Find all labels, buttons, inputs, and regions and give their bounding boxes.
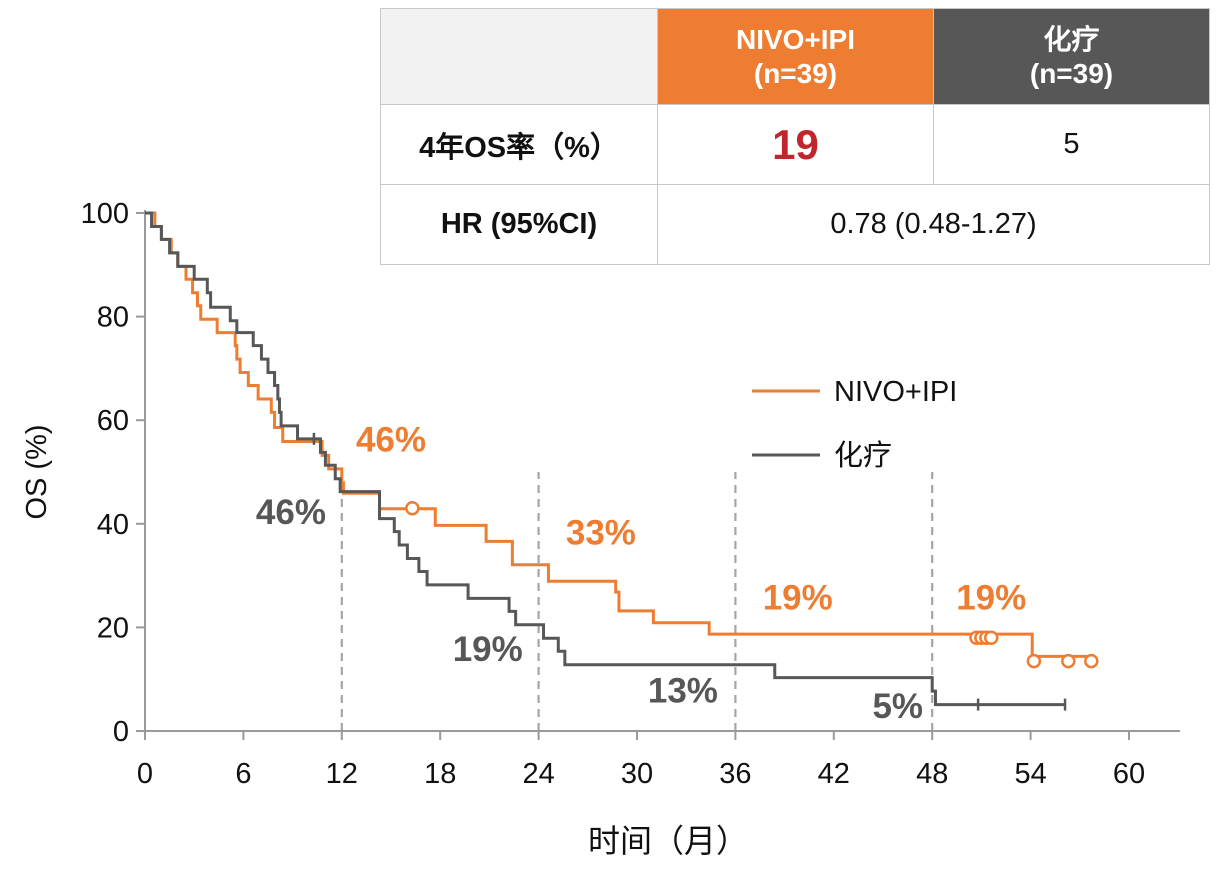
x-tick-label: 30 [621,758,653,790]
annotation-label: 19% [956,578,1026,617]
censor-mark-nivo [1026,653,1042,669]
censor-mark-nivo [1084,653,1099,669]
legend-label-chemo: 化疗 [834,439,892,472]
y-tick-label: 80 [97,302,129,334]
x-tick-label: 60 [1113,758,1145,790]
curve-nivo-ipi [145,211,1095,658]
header-chemo: 化疗 (n=39) [933,8,1210,105]
annotation-label: 19% [453,630,523,669]
legend-label-nivo: NIVO+IPI [834,376,957,408]
x-tick-label: 18 [424,758,456,790]
y-tick-label: 100 [81,198,129,230]
header-chemo-n: (n=39) [1029,57,1114,89]
row-hr-value: 0.78 (0.48-1.27) [657,184,1210,265]
row-os-rate-chemo: 5 [933,104,1210,185]
censor-mark-nivo [405,501,420,516]
annotation-label: 19% [763,578,833,617]
legend: NIVO+IPI 化疗 [752,376,957,472]
x-tick-label: 6 [235,758,251,790]
x-axis-title: 时间（月） [588,823,748,859]
annotation-label: 46% [256,493,326,532]
y-tick-label: 20 [97,612,129,644]
x-tick-label: 54 [1014,758,1046,790]
x-tick-label: 0 [137,758,153,790]
header-nivo: NIVO+IPI (n=39) [657,8,934,105]
y-tick-label: 0 [113,716,129,748]
x-tick-label: 48 [916,758,948,790]
censor-mark-nivo [1061,653,1076,669]
header-nivo-name: NIVO+IPI [735,23,856,55]
table-corner [380,8,658,105]
annotation-label: 13% [648,672,718,711]
x-tick-label: 42 [818,758,850,790]
censor-mark-nivo [983,630,999,646]
header-chemo-name: 化疗 [1043,23,1100,55]
y-tick-label: 40 [97,509,129,541]
y-axis-title: OS (%) [21,424,53,519]
row-os-rate-label: 4年OS率（%） [380,104,658,185]
row-hr-label: HR (95%CI) [380,184,658,265]
header-nivo-n: (n=39) [753,57,838,89]
x-tick-label: 24 [522,758,554,790]
summary-table: NIVO+IPI (n=39) 化疗 (n=39) 4年OS率（%） 19 5 … [380,8,1210,265]
y-tick-label: 60 [97,405,129,437]
x-tick-label: 36 [719,758,751,790]
annotation-label: 33% [566,514,636,553]
annotation-label: 46% [356,420,426,459]
annotation-label: 5% [872,687,923,726]
row-os-rate-nivo: 19 [657,104,934,185]
x-tick-label: 12 [326,758,358,790]
curve-chemo [145,211,1066,707]
